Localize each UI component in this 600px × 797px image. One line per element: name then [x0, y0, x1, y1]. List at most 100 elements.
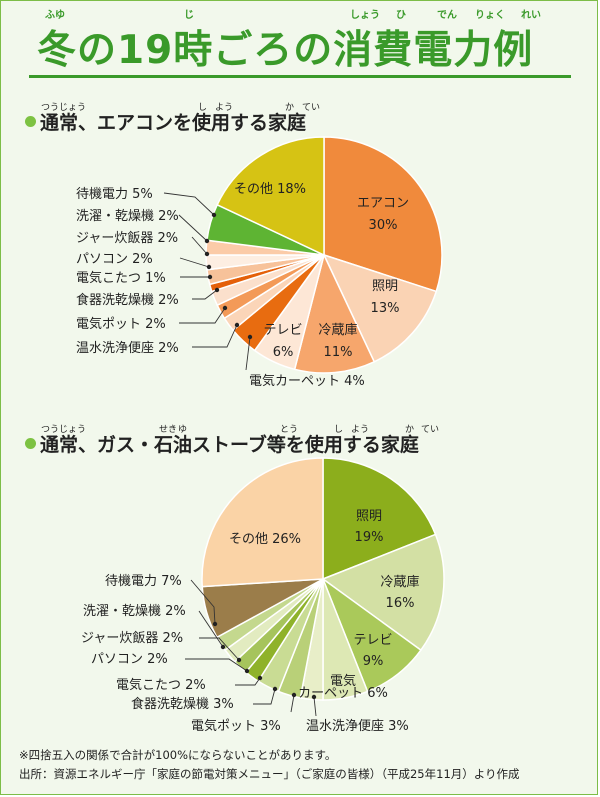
- slice-label-tv: テレビ: [263, 323, 302, 338]
- leader-line-rice-cooker: [199, 637, 240, 661]
- title-ruby: しょう: [350, 10, 380, 21]
- leader-line-dishwasher: [192, 289, 218, 300]
- chart2-title: 通常、ガス・石油ストーブ等を使用する家庭: [40, 434, 419, 456]
- slice-label-lighting: 19%: [355, 530, 384, 545]
- leader-dot-electric-pot: [222, 305, 228, 311]
- leader-line-electric-pot: [179, 307, 226, 324]
- slice-label-lighting: 13%: [371, 301, 400, 316]
- pie-slice-refrigerator: [293, 252, 376, 374]
- leader-dot-pc: [206, 264, 212, 270]
- chart1-heading: 通常、エアコンを使用する家庭: [25, 108, 306, 135]
- slice-label-heated-toilet-seat: 温水洗浄便座 2%: [76, 341, 179, 356]
- heading-ruby: か: [285, 103, 295, 113]
- title-row: ふゆ じ しょう ひ でん りょく れい 冬の19時ごろの消費電力例: [1, 1, 597, 81]
- title-ruby: ひ: [396, 10, 406, 21]
- rounding-note: ※四捨五入の関係で合計が100%にならないことがあります。: [19, 748, 337, 762]
- chart1-title: 通常、エアコンを使用する家庭: [40, 112, 307, 134]
- leader-dot-kotatsu: [207, 274, 213, 280]
- leader-dot-heated-toilet-seat: [234, 322, 240, 328]
- pie-slice-refrigerator: [321, 533, 445, 652]
- slice-label-refrigerator: 11%: [324, 345, 353, 360]
- leader-dot-pc: [244, 668, 250, 674]
- heading-ruby: てい: [302, 103, 321, 113]
- heading-ruby: じょう: [59, 425, 87, 435]
- pie-chart-2: 照明 19% 冷蔵庫 16% テレビ 9% 電気カーペット 6% その他 26% 温水洗浄便座 …: [81, 457, 445, 734]
- pie-slice-lighting: [322, 457, 437, 581]
- leader-dot-dishwasher: [214, 287, 220, 293]
- heading-ruby: か: [405, 425, 415, 435]
- leader-dot-rice-cooker: [204, 251, 210, 257]
- leader-dot-standby-power: [211, 212, 217, 218]
- leader-dot-washer-dryer: [204, 238, 210, 244]
- slice-label-standby-power: 待機電力 7%: [105, 574, 182, 589]
- leader-dot-rice-cooker: [236, 657, 242, 663]
- leader-line-heated-toilet-seat: [313, 696, 317, 717]
- slice-label-tv: テレビ: [353, 633, 392, 648]
- title-ruby: れい: [521, 10, 541, 21]
- title-underline: [29, 75, 571, 78]
- pie-slice-lighting: [322, 253, 438, 363]
- slice-label-pc: パソコン 2%: [91, 652, 168, 667]
- leader-dot-heated-toilet-seat: [311, 694, 317, 700]
- main-title: 冬の19時ごろの消費電力例: [37, 28, 534, 73]
- heading-ruby: つう: [41, 103, 60, 113]
- leader-line-kotatsu: [235, 677, 261, 686]
- heading-ruby: し: [334, 425, 344, 435]
- title-ruby: じ: [184, 10, 194, 21]
- slice-label-electric-carpet: 電気: [330, 673, 356, 689]
- slice-label-electric-pot: 電気ポット 3%: [191, 718, 281, 734]
- slice-label-washer-dryer: 洗濯・乾燥機 2%: [83, 604, 186, 619]
- slice-label-rice-cooker: ジャー炊飯器 2%: [76, 231, 178, 246]
- heading-ruby: ゆ: [178, 425, 188, 435]
- slice-label-dishwasher: 食器洗乾燥機 3%: [131, 696, 234, 712]
- slice-label-refrigerator: 冷蔵庫: [318, 323, 357, 338]
- leader-line-standby-power: [163, 192, 215, 216]
- slice-label-air-conditioner: エアコン: [357, 196, 409, 211]
- leader-dot-electric-pot: [291, 692, 297, 698]
- title-ruby: ふゆ: [45, 10, 65, 21]
- slice-label-other: その他 18%: [234, 182, 306, 197]
- slice-label-heated-toilet-seat: 温水洗浄便座 3%: [306, 719, 409, 734]
- slice-label-rice-cooker: ジャー炊飯器 2%: [81, 631, 183, 646]
- heading-ruby: とう: [280, 425, 299, 435]
- slice-label-electric-carpet: 電気カーペット 4%: [249, 373, 365, 389]
- leader-line-dishwasher: [253, 688, 276, 705]
- leader-dot-standby-power: [212, 621, 218, 627]
- slice-label-electric-carpet: カーペット 6%: [298, 686, 388, 701]
- leader-dot-dishwasher: [272, 686, 278, 692]
- title-ruby: りょく: [475, 10, 505, 21]
- source-note: 出所：資源エネルギー庁「家庭の節電対策メニュー」（ご家庭の皆様）（平成25年11…: [19, 767, 520, 781]
- slice-label-dishwasher: 食器洗乾燥機 2%: [76, 292, 179, 308]
- slice-label-washer-dryer: 洗濯・乾燥機 2%: [76, 209, 179, 224]
- slice-label-kotatsu: 電気こたつ 2%: [116, 677, 206, 693]
- leader-line-electric-carpet: [245, 336, 251, 371]
- slice-label-lighting: 照明: [356, 509, 382, 524]
- heading-ruby: せき: [159, 425, 178, 435]
- leader-line-electric-pot: [290, 694, 295, 713]
- footnotes: ※四捨五入の関係で合計が100%にならないことがあります。 出所：資源エネルギー…: [19, 746, 520, 784]
- bullet-dot-icon: [25, 116, 36, 127]
- leader-line-pc: [179, 257, 210, 268]
- slice-label-refrigerator: 16%: [386, 596, 415, 611]
- leader-line-rice-cooker: [191, 236, 208, 255]
- slice-label-air-conditioner: 30%: [369, 218, 398, 233]
- leader-line-standby-power: [190, 579, 216, 625]
- chart2-heading: 通常、ガス・石油ストーブ等を使用する家庭: [25, 430, 419, 457]
- heading-ruby: よう: [351, 425, 370, 435]
- slice-label-tv: 9%: [363, 654, 384, 669]
- slice-label-electric-pot: 電気ポット 2%: [76, 316, 166, 332]
- slice-label-standby-power: 待機電力 5%: [76, 187, 153, 202]
- slice-label-kotatsu: 電気こたつ 1%: [76, 270, 166, 286]
- slice-label-lighting: 照明: [372, 279, 398, 294]
- pie-slice-other: [216, 136, 325, 257]
- heading-ruby: し: [198, 103, 208, 113]
- slice-label-pc: パソコン 2%: [76, 252, 153, 267]
- bullet-dot-icon: [25, 438, 36, 449]
- heading-ruby: じょう: [59, 103, 87, 113]
- heading-ruby: てい: [421, 425, 440, 435]
- leader-line-pc: [185, 658, 248, 672]
- slice-label-refrigerator: 冷蔵庫: [380, 575, 419, 590]
- pie-slice-air-conditioner: [323, 136, 443, 293]
